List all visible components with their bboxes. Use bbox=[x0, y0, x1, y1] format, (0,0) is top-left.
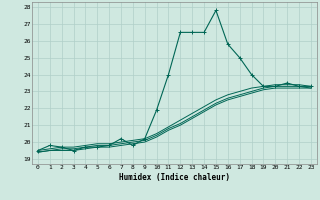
X-axis label: Humidex (Indice chaleur): Humidex (Indice chaleur) bbox=[119, 173, 230, 182]
